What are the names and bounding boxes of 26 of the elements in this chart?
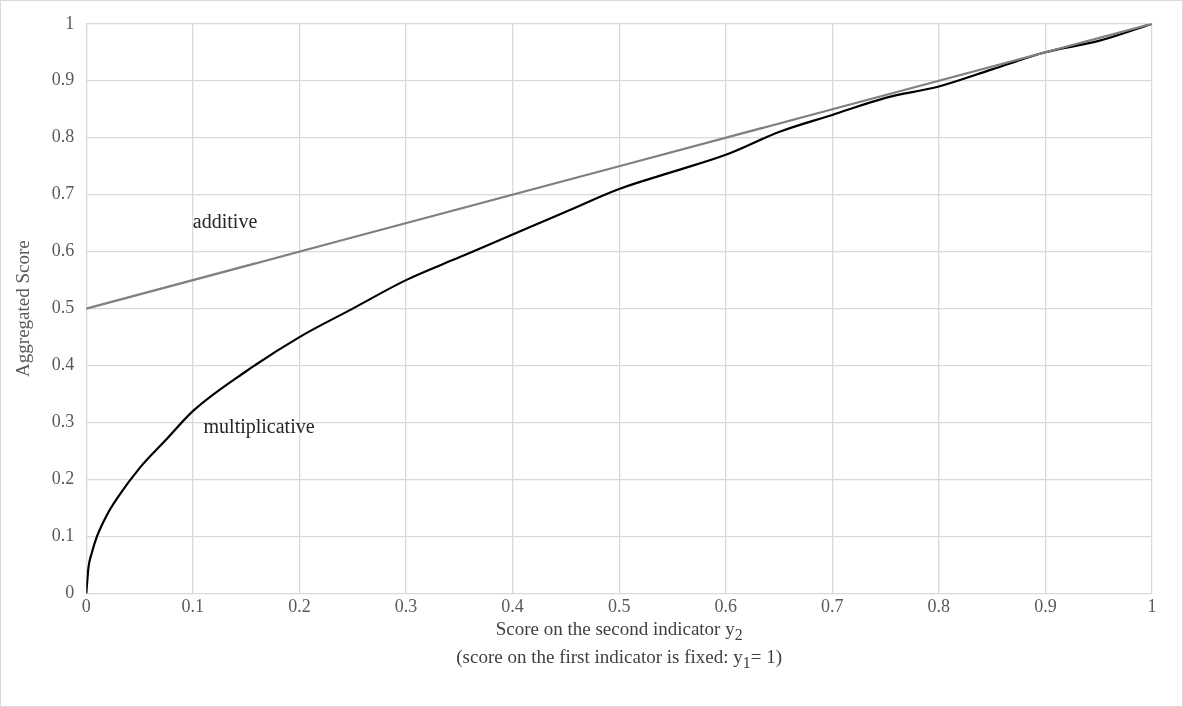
series-label: multiplicative — [203, 415, 315, 439]
y-tick-label: 0.9 — [51, 69, 75, 90]
y-tick-label: 0.4 — [51, 354, 75, 375]
y-tick-label: 0.6 — [51, 240, 75, 261]
x-axis-title: Score on the second indicator y$_{2}$ (score on the first indicator is fixed: y$_{1}$= 1) — [456, 617, 783, 674]
y-tick-label: 0.3 — [51, 411, 75, 432]
y-tick-label: 0 — [65, 582, 75, 603]
x-tick-label: 0 — [81, 595, 91, 616]
x-tick-label: 0.6 — [714, 595, 737, 616]
y-tick-label: 0.2 — [51, 468, 75, 489]
x-tick-label: 0.4 — [501, 595, 524, 616]
y-tick-label: 1 — [65, 12, 75, 33]
x-tick-label: 1 — [1147, 595, 1157, 616]
x-tick-label: 0.2 — [288, 595, 311, 616]
x-tick-label: 0.9 — [1034, 595, 1057, 616]
x-tick-label: 0.7 — [821, 595, 844, 616]
y-tick-label: 0.7 — [51, 183, 75, 204]
y-axis-title: Aggregated Score — [12, 240, 34, 377]
x-tick-label: 0.1 — [181, 595, 205, 616]
y-tick-label: 0.5 — [51, 297, 75, 318]
y-tick-label: 0.8 — [51, 126, 75, 147]
y-tick-label: 0.1 — [51, 525, 75, 546]
x-tick-label: 0.3 — [394, 595, 418, 616]
x-tick-label: 0.8 — [927, 595, 951, 616]
series-label: additive — [192, 210, 258, 233]
x-tick-label: 0.5 — [607, 595, 631, 616]
